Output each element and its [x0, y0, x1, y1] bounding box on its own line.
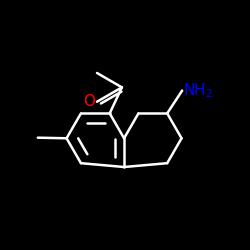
Text: NH$_2$: NH$_2$: [184, 81, 214, 100]
Text: O: O: [83, 94, 95, 109]
